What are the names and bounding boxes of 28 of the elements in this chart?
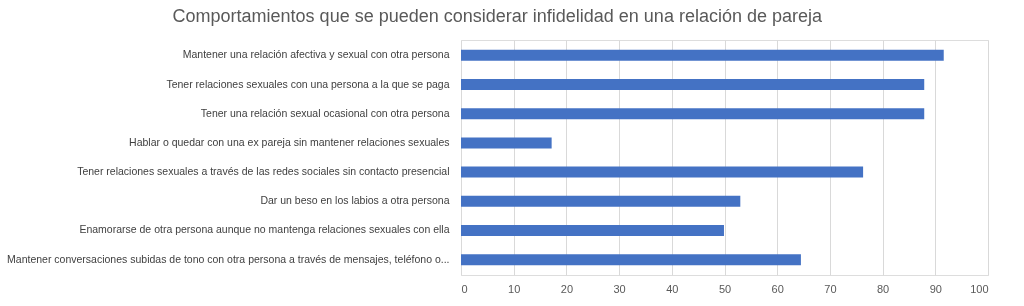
- x-tick-label: 20: [560, 282, 574, 295]
- y-tick-label: Hablar o quedar con una ex pareja sin mantener relaciones sexuales: [129, 135, 450, 148]
- y-tick-label: Mantener conversaciones subidas de tono con otra persona a través de mensajes, teléfono o...: [7, 252, 450, 265]
- bar: [461, 254, 801, 266]
- x-tick-label: 80: [876, 282, 890, 295]
- bar: [461, 79, 925, 91]
- x-tick-label: 40: [666, 282, 679, 295]
- x-tick-label: 10: [508, 282, 521, 295]
- bar: [461, 49, 944, 61]
- y-tick-label: Mantener una relación afectiva y sexual con otra persona: [182, 48, 450, 61]
- chart-title: Comportamientos que se pueden considerar infidelidad en una relación de pareja: [172, 6, 823, 26]
- x-tick-label: 30: [613, 282, 626, 295]
- y-tick-label: Tener relaciones sexuales a través de las redes sociales sin contacto presencial: [77, 165, 450, 178]
- y-tick-label: Enamorarse de otra persona aunque no mantenga relaciones sexuales con ella: [79, 223, 450, 236]
- bar: [461, 224, 724, 236]
- x-tick-label: 60: [771, 282, 784, 295]
- bar: [461, 195, 741, 207]
- y-tick-label: Tener una relación sexual ocasional con otra persona: [200, 106, 450, 119]
- bar: [461, 137, 552, 149]
- y-tick-label: Dar un beso en los labios a otra persona: [260, 194, 450, 207]
- x-tick-label: 90: [929, 282, 942, 295]
- x-tick-label: 70: [824, 282, 837, 295]
- x-tick-label: 100: [970, 282, 989, 295]
- y-tick-label: Tener relaciones sexuales con una persona a la que se paga: [166, 77, 450, 90]
- x-tick-label: 0: [461, 282, 468, 295]
- bar: [461, 166, 864, 178]
- bar: [461, 108, 925, 120]
- x-tick-label: 50: [718, 282, 732, 295]
